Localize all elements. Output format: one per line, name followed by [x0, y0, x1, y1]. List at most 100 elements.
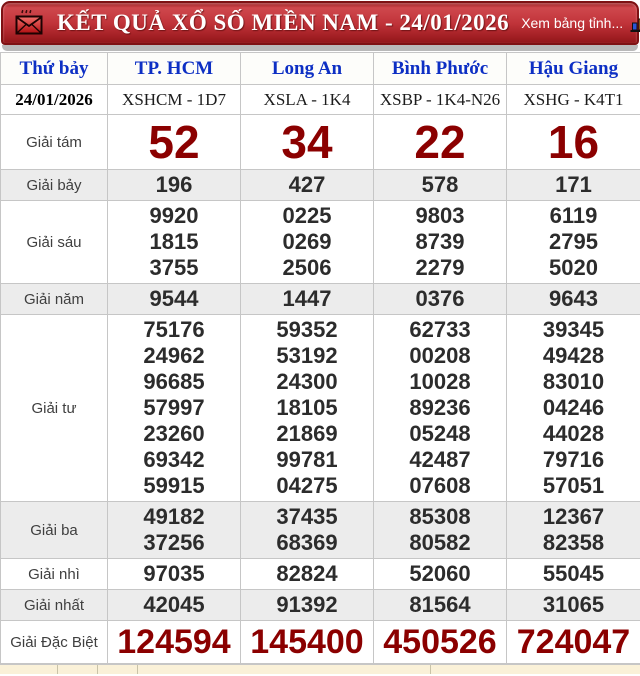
prize-number: 37435	[241, 504, 373, 530]
prize-number: 83010	[507, 369, 640, 395]
prize-number: 53192	[241, 343, 373, 369]
prize-number: 42045	[108, 592, 240, 618]
prize-number: 0269	[241, 229, 373, 255]
prize-cell: 9544	[108, 284, 241, 315]
prize-number: 9920	[108, 203, 240, 229]
prize-number: 39345	[507, 317, 640, 343]
prize-cell: 124594	[108, 621, 241, 664]
prize-number: 59352	[241, 317, 373, 343]
prize-number: 96685	[108, 369, 240, 395]
prize-number: 1447	[241, 286, 373, 312]
prize-number: 44028	[507, 421, 640, 447]
prize-cell: 427	[241, 170, 374, 201]
view-provinces-link[interactable]: Xem bảng tỉnh...	[521, 14, 640, 33]
prize-number: 82358	[507, 530, 640, 556]
prize-number: 6119	[507, 203, 640, 229]
prize-number: 89236	[374, 395, 506, 421]
prize-cell: 82824	[241, 559, 374, 590]
prize-label: Giải tám	[1, 115, 108, 170]
prize-number: 52	[108, 117, 240, 167]
prize-label: Giải tư	[1, 315, 108, 502]
prize-cell: 16	[507, 115, 640, 170]
prize-number: 12367	[507, 504, 640, 530]
prize-cell: 97035	[108, 559, 241, 590]
bar-chart-icon[interactable]	[630, 14, 640, 33]
column-header-province[interactable]: Long An	[241, 53, 374, 85]
prize-number: 69342	[108, 447, 240, 473]
prize-cell: 52	[108, 115, 241, 170]
prize-cell: 145400	[241, 621, 374, 664]
prize-number: 62733	[374, 317, 506, 343]
column-header-province[interactable]: Hậu Giang	[507, 53, 640, 85]
column-header-province[interactable]: TP. HCM	[108, 53, 241, 85]
prize-number: 75176	[108, 317, 240, 343]
prize-cell: 22	[374, 115, 507, 170]
prize-number: 04246	[507, 395, 640, 421]
prize-number: 55045	[507, 561, 640, 587]
prize-number: 724047	[507, 623, 640, 661]
prize-cell: 724047	[507, 621, 640, 664]
prize-number: 57051	[507, 473, 640, 499]
page-title: KẾT QUẢ XỔ SỐ MIỀN NAM - 24/01/2026	[57, 10, 509, 36]
prize-number: 0225	[241, 203, 373, 229]
prize-number: 578	[374, 172, 506, 198]
prize-number: 68369	[241, 530, 373, 556]
prize-cell: 1447	[241, 284, 374, 315]
prize-label: Giải năm	[1, 284, 108, 315]
prize-number: 82824	[241, 561, 373, 587]
draw-date: 24/01/2026	[1, 85, 108, 115]
prize-number: 21869	[241, 421, 373, 447]
prize-cell: 42045	[108, 590, 241, 621]
prize-number: 427	[241, 172, 373, 198]
prize-number: 37256	[108, 530, 240, 556]
prize-cell: 0376	[374, 284, 507, 315]
prize-cell: 450526	[374, 621, 507, 664]
column-header-province[interactable]: Bình Phước	[374, 53, 507, 85]
prize-number: 52060	[374, 561, 506, 587]
envelope-icon	[15, 10, 45, 36]
prize-number: 2279	[374, 255, 506, 281]
prize-number: 04275	[241, 473, 373, 499]
prize-number: 59915	[108, 473, 240, 499]
prize-number: 16	[507, 117, 640, 167]
prize-label: Giải sáu	[1, 201, 108, 284]
prize-number: 8739	[374, 229, 506, 255]
prize-number: 99781	[241, 447, 373, 473]
prize-number: 49428	[507, 343, 640, 369]
prize-cell: 34	[241, 115, 374, 170]
prize-number: 2506	[241, 255, 373, 281]
prize-cell: 31065	[507, 590, 640, 621]
prize-number: 23260	[108, 421, 240, 447]
prize-cell: 81564	[374, 590, 507, 621]
prize-number: 97035	[108, 561, 240, 587]
prize-number: 00208	[374, 343, 506, 369]
prize-number: 24300	[241, 369, 373, 395]
view-provinces-label[interactable]: Xem bảng tỉnh...	[521, 15, 623, 31]
prize-number: 79716	[507, 447, 640, 473]
prize-number: 31065	[507, 592, 640, 618]
draw-code: XSHCM - 1D7	[108, 85, 241, 115]
prize-cell: 578	[374, 170, 507, 201]
prize-number: 49182	[108, 504, 240, 530]
header-shadow-band	[2, 45, 638, 51]
prize-number: 22	[374, 117, 506, 167]
prize-number: 91392	[241, 592, 373, 618]
prize-label: Giải Đặc Biệt	[1, 621, 108, 664]
prize-number: 34	[241, 117, 373, 167]
